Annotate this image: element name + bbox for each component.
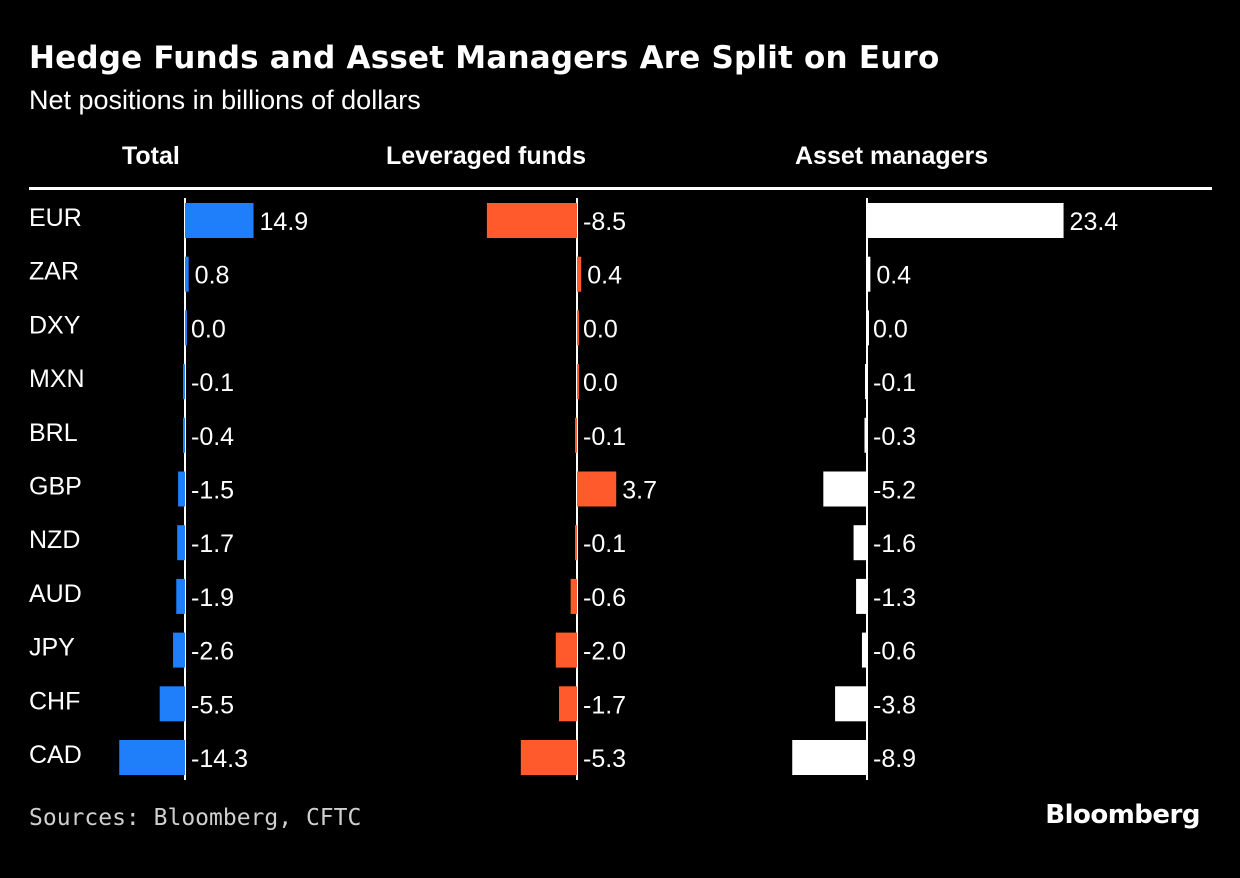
data-label-asset-managers-chf: -3.8 xyxy=(873,691,916,719)
data-label-leveraged-funds-nzd: -0.1 xyxy=(583,530,626,558)
data-label-asset-managers-dxy: 0.0 xyxy=(873,315,908,343)
category-label-mxn: MXN xyxy=(29,365,85,393)
bar-leveraged-funds-brl xyxy=(575,417,577,453)
bar-leveraged-funds-zar xyxy=(577,256,582,292)
bar-total-mxn xyxy=(183,364,185,400)
bar-leveraged-funds-gbp xyxy=(577,471,617,507)
data-label-asset-managers-brl: -0.3 xyxy=(873,423,916,451)
bar-total-chf xyxy=(159,686,185,722)
category-label-zar: ZAR xyxy=(29,258,79,286)
category-label-cad: CAD xyxy=(29,741,82,769)
data-label-leveraged-funds-dxy: 0.0 xyxy=(583,315,618,343)
category-label-aud: AUD xyxy=(29,580,82,608)
bar-asset-managers-zar xyxy=(867,256,871,292)
data-label-total-dxy: 0.0 xyxy=(191,315,226,343)
data-label-total-chf: -5.5 xyxy=(191,691,234,719)
data-label-asset-managers-cad: -8.9 xyxy=(873,745,916,773)
bar-asset-managers-eur xyxy=(867,203,1064,238)
data-label-leveraged-funds-gbp: 3.7 xyxy=(622,477,657,505)
bar-asset-managers-chf xyxy=(835,686,867,722)
bar-total-cad xyxy=(119,740,185,775)
data-label-leveraged-funds-jpy: -2.0 xyxy=(583,638,626,666)
data-label-total-zar: 0.8 xyxy=(195,262,230,290)
bar-total-brl xyxy=(183,417,185,453)
bar-leveraged-funds-eur xyxy=(486,203,577,238)
source-note: Sources: Bloomberg, CFTC xyxy=(29,805,362,831)
data-label-leveraged-funds-zar: 0.4 xyxy=(587,262,622,290)
bar-total-eur xyxy=(185,203,254,238)
data-label-total-cad: -14.3 xyxy=(191,745,248,773)
data-label-asset-managers-jpy: -0.6 xyxy=(873,638,916,666)
bar-asset-managers-dxy xyxy=(867,310,869,346)
bar-leveraged-funds-mxn xyxy=(577,364,579,400)
category-label-jpy: JPY xyxy=(29,634,75,662)
data-label-asset-managers-zar: 0.4 xyxy=(876,262,911,290)
data-label-leveraged-funds-mxn: 0.0 xyxy=(583,369,618,397)
bar-asset-managers-gbp xyxy=(823,471,867,507)
bar-leveraged-funds-cad xyxy=(520,740,577,775)
bar-asset-managers-brl xyxy=(864,417,867,453)
data-label-leveraged-funds-brl: -0.1 xyxy=(583,423,626,451)
bar-leveraged-funds-dxy xyxy=(577,310,579,346)
chart-subtitle: Net positions in billions of dollars xyxy=(29,85,421,115)
bar-total-nzd xyxy=(177,525,185,561)
data-label-asset-managers-eur: 23.4 xyxy=(1070,208,1119,236)
category-label-eur: EUR xyxy=(29,204,82,232)
column-header-asset-managers: Asset managers xyxy=(795,142,989,170)
category-label-dxy: DXY xyxy=(29,311,81,339)
category-label-brl: BRL xyxy=(29,419,78,447)
bar-leveraged-funds-nzd xyxy=(575,525,577,561)
data-label-asset-managers-nzd: -1.6 xyxy=(873,530,916,558)
bar-total-gbp xyxy=(178,471,185,507)
bar-asset-managers-aud xyxy=(856,578,867,614)
data-label-total-gbp: -1.5 xyxy=(191,477,234,505)
column-header-total: Total xyxy=(122,142,180,170)
data-label-total-nzd: -1.7 xyxy=(191,530,234,558)
bar-leveraged-funds-jpy xyxy=(555,632,577,668)
column-header-leveraged-funds: Leveraged funds xyxy=(386,142,587,170)
data-label-leveraged-funds-eur: -8.5 xyxy=(583,208,626,236)
bloomberg-logo: Bloomberg xyxy=(1045,800,1200,830)
bar-asset-managers-mxn xyxy=(865,364,867,400)
bar-leveraged-funds-aud xyxy=(570,578,577,614)
data-label-total-eur: 14.9 xyxy=(260,208,309,236)
bar-asset-managers-jpy xyxy=(861,632,867,668)
bar-total-jpy xyxy=(173,632,185,668)
chart-title: Hedge Funds and Asset Managers Are Split… xyxy=(29,40,940,76)
bar-total-dxy xyxy=(185,310,187,346)
bar-asset-managers-cad xyxy=(792,740,867,775)
category-label-chf: CHF xyxy=(29,687,80,715)
data-label-leveraged-funds-chf: -1.7 xyxy=(583,691,626,719)
bar-asset-managers-nzd xyxy=(853,525,867,561)
data-label-total-jpy: -2.6 xyxy=(191,638,234,666)
bar-total-zar xyxy=(185,256,189,292)
data-label-total-aud: -1.9 xyxy=(191,584,234,612)
data-label-leveraged-funds-cad: -5.3 xyxy=(583,745,626,773)
data-label-leveraged-funds-aud: -0.6 xyxy=(583,584,626,612)
bar-total-aud xyxy=(176,578,185,614)
data-label-asset-managers-mxn: -0.1 xyxy=(873,369,916,397)
data-label-asset-managers-gbp: -5.2 xyxy=(873,477,916,505)
data-label-total-mxn: -0.1 xyxy=(191,369,234,397)
category-label-gbp: GBP xyxy=(29,473,82,501)
data-label-asset-managers-aud: -1.3 xyxy=(873,584,916,612)
category-label-nzd: NZD xyxy=(29,526,80,554)
data-label-total-brl: -0.4 xyxy=(191,423,234,451)
header-rule xyxy=(29,187,1212,190)
bar-leveraged-funds-chf xyxy=(558,686,577,722)
